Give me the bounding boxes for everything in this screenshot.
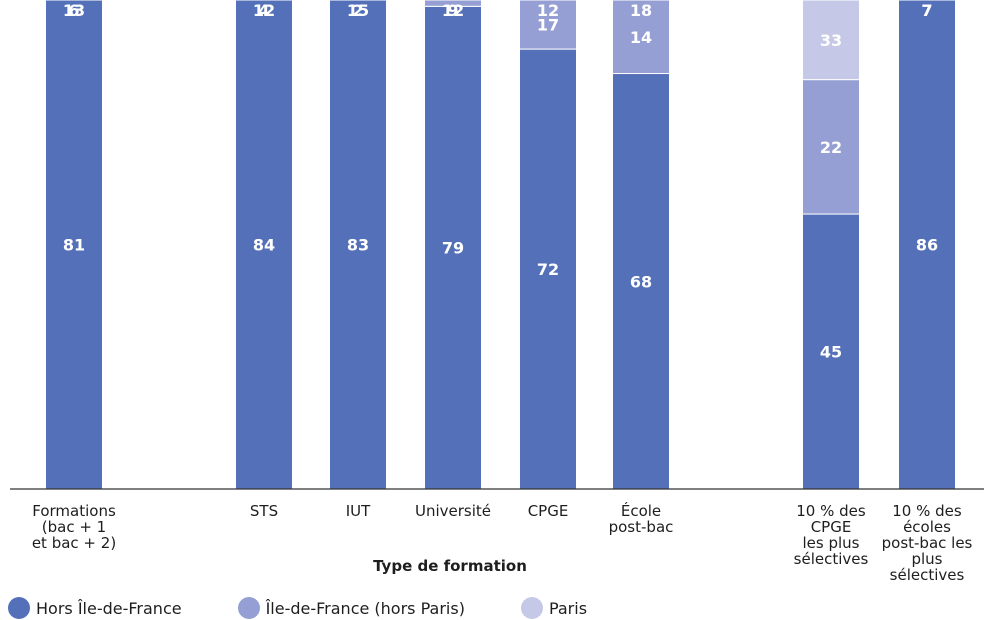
- data-label: 7: [921, 1, 932, 20]
- data-label: 12: [442, 1, 464, 20]
- legend-swatch: [237, 597, 260, 619]
- data-label: 6: [68, 1, 79, 20]
- data-label: 14: [630, 28, 652, 47]
- bar-segment: [802, 0, 860, 81]
- data-label: 33: [820, 31, 842, 50]
- legend: Hors Île-de-France Île-de-France (hors Pa…: [8, 597, 643, 619]
- data-label: 81: [63, 236, 85, 255]
- legend-label: Hors Île-de-France: [36, 598, 182, 618]
- data-label: 7: [921, 1, 932, 20]
- category-label: École post-bac: [608, 502, 674, 536]
- category-label: 10 % des CPGE les plus sélectives: [793, 502, 869, 568]
- category-label: IUT: [345, 502, 371, 520]
- data-label: 79: [442, 239, 464, 258]
- category-label: Formations (bac + 1 et bac + 2): [31, 502, 117, 552]
- bar-segment: [612, 0, 670, 75]
- data-label: 72: [537, 260, 559, 279]
- category-label: 10 % des écoles post-bac les plus sélect…: [881, 502, 973, 584]
- data-label: 15: [347, 1, 369, 20]
- legend-item: Paris: [520, 597, 588, 619]
- data-label: 9: [447, 1, 458, 20]
- legend-item: Île-de-France (hors Paris): [237, 597, 465, 619]
- bar-segment: [424, 5, 482, 490]
- data-label: 12: [537, 1, 559, 20]
- data-label: 45: [820, 343, 842, 362]
- data-label: 12: [253, 1, 275, 20]
- data-label: 84: [253, 236, 275, 255]
- data-label: 86: [916, 236, 938, 255]
- bar-segment: [329, 0, 387, 490]
- bar-segment: [802, 79, 860, 215]
- bar-segment: [235, 0, 293, 490]
- x-axis-title: Type de formation: [373, 557, 527, 575]
- category-label: STS: [249, 502, 279, 520]
- category-label: CPGE: [527, 502, 569, 520]
- data-label: 17: [537, 16, 559, 35]
- data-label: 68: [630, 272, 652, 291]
- data-label: 18: [630, 1, 652, 20]
- category-label: Université: [414, 502, 492, 520]
- bar-segment: [898, 0, 956, 490]
- legend-label: Île-de-France (hors Paris): [265, 598, 465, 618]
- bar-segment: [519, 48, 577, 490]
- data-label: 22: [820, 138, 842, 157]
- stacked-bar-chart: 8113684124831527912972171268141845223386…: [10, 0, 984, 490]
- data-label: 4: [258, 1, 269, 20]
- data-label: 2: [352, 1, 363, 20]
- bar-segment: [45, 0, 103, 490]
- bar-segment: [424, 0, 482, 7]
- data-label: 13: [63, 1, 85, 20]
- legend-swatch: [520, 597, 543, 619]
- bar-segment: [612, 73, 670, 490]
- data-label: 83: [347, 236, 369, 255]
- legend-item: Hors Île-de-France: [8, 597, 182, 619]
- legend-swatch: [8, 597, 30, 619]
- bar-segment: [519, 0, 577, 50]
- legend-label: Paris: [548, 598, 588, 618]
